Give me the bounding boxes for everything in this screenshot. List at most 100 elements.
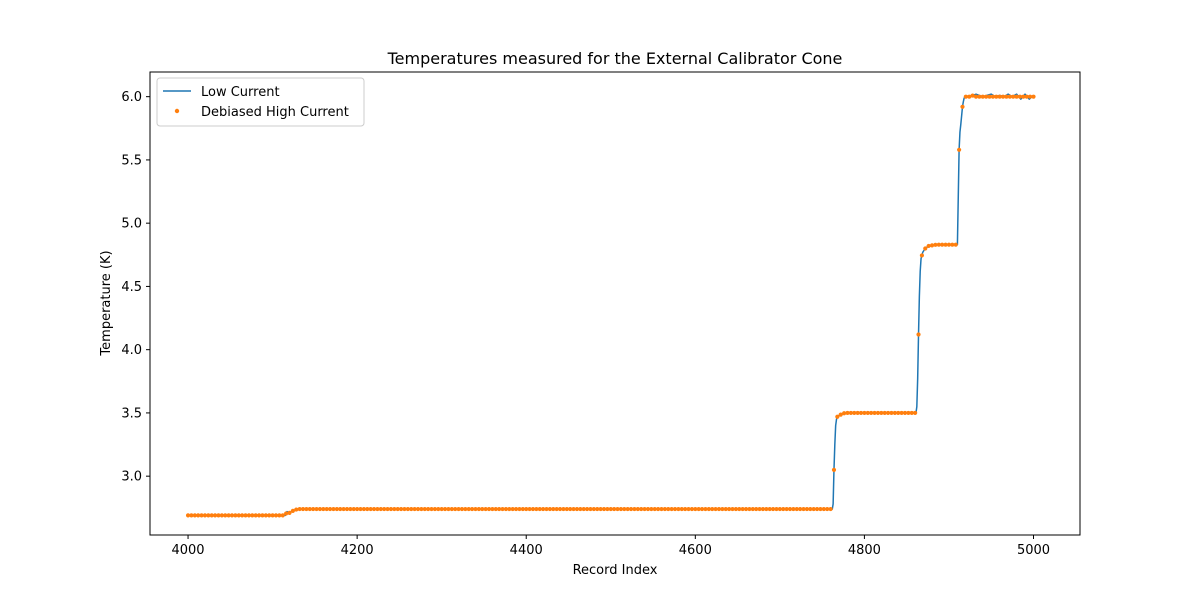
scatter-point [764,506,769,512]
scatter-point [240,513,245,518]
scatter-point [693,506,698,512]
scatter-point [585,506,590,512]
scatter-point [571,506,576,512]
scatter-point [980,94,985,99]
scatter-point [365,506,370,512]
scatter-point [439,506,444,512]
scatter-point [256,513,262,518]
scatter-point [534,506,539,512]
scatter-point [530,506,536,512]
legend-label-low-current: Low Current [201,85,280,100]
scatter-point [578,506,583,512]
scatter-point [399,506,404,512]
scatter-point [811,506,816,512]
scatter-point [236,513,241,518]
scatter-point [324,506,329,512]
scatter-point [419,506,424,512]
scatter-series-debiased-high-current [185,93,1036,518]
plot-frame [149,71,1081,536]
scatter-point [219,513,224,518]
scatter-point [426,506,431,512]
scatter-point [334,506,339,512]
scatter-point [537,506,542,512]
legend: Low Current Debiased High Current [156,77,365,127]
scatter-point [730,506,735,512]
scatter-point [588,506,593,512]
scatter-point [466,506,471,512]
scatter-point [503,506,509,512]
scatter-point [950,242,955,247]
scatter-point [1014,94,1019,99]
scatter-point [808,506,813,512]
scatter-point [669,506,674,512]
scatter-point [351,506,356,512]
scatter-point [635,506,640,512]
scatter-point [253,513,258,518]
scatter-point [967,94,972,99]
scatter-point [835,414,840,419]
scatter-point [791,506,796,512]
x-tick-label: 4000 [171,543,204,558]
scatter-point [510,506,515,512]
scatter-point [689,506,695,512]
scatter-point [568,506,573,512]
scatter-point [226,513,231,518]
scatter-point [551,506,556,512]
scatter-point [382,506,387,512]
scatter-point [429,506,434,512]
scatter-point [679,506,684,512]
scatter-point [676,506,681,512]
scatter-point [686,506,691,512]
scatter-point [608,506,613,512]
scatter-point [852,410,857,416]
x-tick-label: 4800 [848,543,881,558]
scatter-point [963,94,968,99]
y-axis-label: Temperature (K) [99,250,114,356]
scatter-point [246,513,252,518]
scatter-point [300,506,306,512]
scatter-point [317,506,323,512]
scatter-point [740,506,745,512]
scatter-point [250,513,255,518]
scatter-point [497,506,502,512]
scatter-point [929,243,935,248]
x-axis-label: Record Index [573,563,658,578]
scatter-point [348,506,353,512]
scatter-point [906,410,911,416]
scatter-point [618,506,624,512]
scatter-point [547,506,553,512]
scatter-point [625,506,630,512]
y-tick-label: 4.5 [121,280,142,295]
x-tick-label: 5000 [1017,543,1050,558]
scatter-point [926,243,931,249]
scatter-point [909,410,914,416]
scatter-point [189,513,194,518]
scatter-point [902,410,908,416]
scatter-point [977,94,982,99]
scatter-point [885,410,891,416]
scatter-point [385,506,390,512]
scatter-point [375,506,380,512]
scatter-point [747,506,752,512]
scatter-point [757,506,762,512]
scatter-point [649,506,654,512]
scatter-point [598,506,603,512]
scatter-point [446,506,451,512]
scatter-point [723,506,728,512]
scatter-point [875,410,881,416]
scatter-point [615,506,620,512]
scatter-point [490,506,495,512]
scatter-point [743,506,749,512]
scatter-point [973,94,979,99]
scatter-point [574,506,580,512]
scatter-point [378,506,383,512]
scatter-point [652,506,657,512]
scatter-point [696,506,701,512]
x-axis-ticks: 4000 4200 4400 4600 4800 5000 [171,535,1050,558]
scatter-point [923,246,928,251]
scatter-point [750,506,755,512]
scatter-point [527,506,532,512]
scatter-point [459,506,465,512]
scatter-point [767,506,772,512]
scatter-point [771,506,776,512]
